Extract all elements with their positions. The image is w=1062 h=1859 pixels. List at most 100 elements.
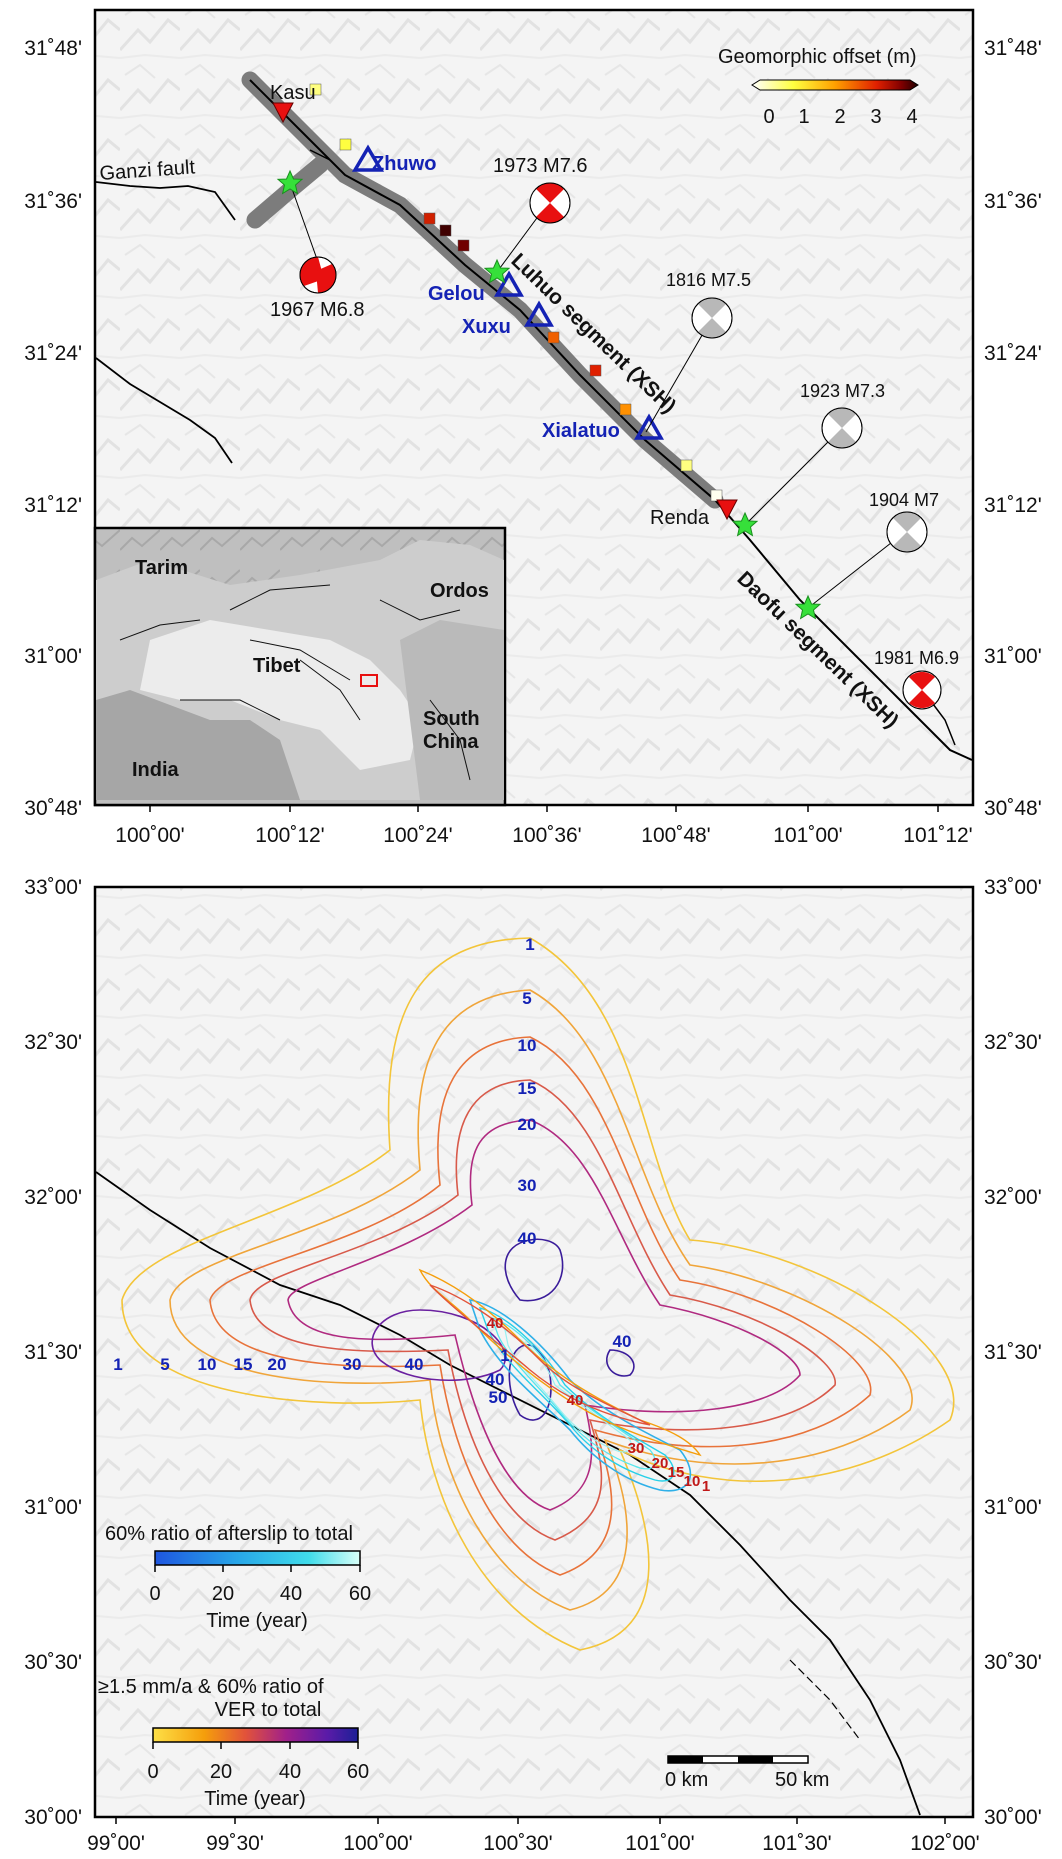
contour-label: 1 — [113, 1355, 122, 1374]
beachball-1816-icon — [691, 297, 733, 339]
near-field-contour — [429, 1284, 651, 1426]
offset-marker — [680, 459, 693, 472]
contour-label: 15 — [234, 1355, 253, 1374]
offset-marker — [710, 489, 723, 502]
station-xialatuo-label: Xialatuo — [542, 420, 620, 442]
inset-map: Tarim Ordos Tibet South China India — [93, 526, 507, 807]
top-map: Kasu Renda Ganzi fault Zhuwo Gelou Xuxu … — [24, 8, 1042, 847]
beachball-1923-icon — [821, 407, 863, 449]
ganzi-fault-line — [95, 181, 236, 221]
ver-tick-label: 0 — [147, 1761, 158, 1783]
ver-tick-label: 20 — [210, 1761, 232, 1783]
offset-tick-label: 4 — [906, 106, 917, 128]
offset-marker — [423, 212, 436, 225]
afterslip-tick-label: 60 — [349, 1583, 371, 1605]
place-kasu: Kasu — [270, 82, 316, 104]
contour-label: 5 — [522, 989, 531, 1008]
lon-tick-label: 101˚30' — [762, 1832, 831, 1854]
eq-1973-label: 1973 M7.6 — [493, 155, 588, 177]
contour-label: 15 — [668, 1464, 685, 1481]
lat-tick-label: 31˚12' — [24, 494, 82, 517]
contour-15 — [249, 1079, 836, 1541]
lon-tick-label: 101˚00' — [773, 824, 842, 847]
afterslip-contours — [468, 1298, 692, 1492]
contour-label: 5 — [160, 1355, 169, 1374]
afterslip-legend-title: 60% ratio of afterslip to total — [105, 1523, 353, 1545]
ver-tick-label: 60 — [347, 1761, 369, 1783]
ver-legend-xlabel: Time (year) — [204, 1788, 305, 1810]
lon-tick-label: 99˚30' — [206, 1832, 264, 1854]
offset-marker — [339, 138, 352, 151]
lat-tick-label: 30˚30' — [984, 1651, 1042, 1674]
ver-contours — [121, 937, 955, 1651]
station-gelou-icon — [493, 270, 525, 297]
ver-legend-title-2: VER to total — [215, 1699, 322, 1721]
lat-tick-label: 31˚00' — [24, 645, 82, 668]
contour-label: 10 — [518, 1036, 537, 1055]
place-renda: Renda — [650, 507, 710, 529]
offset-marker — [619, 403, 632, 416]
lon-tick-label: 102˚00' — [910, 1832, 979, 1854]
leader-1967 — [289, 182, 319, 263]
lat-tick-label: 33˚00' — [984, 876, 1042, 899]
contour-label: 50 — [489, 1388, 508, 1407]
station-xialatuo-icon — [633, 413, 665, 440]
inset-tibet: Tibet — [253, 655, 301, 677]
lat-tick-label: 31˚48' — [984, 37, 1042, 60]
contour-20 — [287, 1119, 801, 1511]
contour-label: 1 — [702, 1478, 710, 1495]
offset-marker — [547, 331, 560, 344]
lat-tick-label: 33˚00' — [24, 876, 82, 899]
offset-colorbar: Geomorphic offset (m) 0 1 2 3 4 — [718, 46, 919, 128]
offset-marker — [309, 83, 322, 96]
offset-marker — [439, 224, 452, 237]
contour-label: 1 — [525, 935, 534, 954]
lat-tick-label: 31˚00' — [24, 1496, 82, 1519]
contour-label: 20 — [652, 1455, 669, 1472]
beachball-1973-icon — [529, 182, 571, 224]
contour-label: 40 — [405, 1355, 424, 1374]
offset-tick-label: 1 — [798, 106, 809, 128]
lat-tick-label: 30˚00' — [24, 1806, 82, 1829]
contour-1 — [121, 937, 955, 1651]
leader-1923 — [744, 427, 843, 526]
lon-tick-label: 100˚12' — [255, 824, 324, 847]
inset-tarim: Tarim — [135, 557, 188, 579]
lat-tick-label: 30˚30' — [24, 1651, 82, 1674]
lat-tick-label: 32˚30' — [24, 1031, 82, 1054]
lat-tick-label: 32˚00' — [984, 1186, 1042, 1209]
contour-label: 30 — [518, 1176, 537, 1195]
scale-bar-right: 50 km — [775, 1769, 829, 1791]
contour-label: 40 — [486, 1370, 505, 1389]
rupture-ribbon-branch — [246, 156, 329, 229]
inset-study-area-icon — [360, 674, 378, 687]
contour-label: 30 — [628, 1440, 645, 1457]
offset-marker — [589, 364, 602, 377]
fault-line-splay — [309, 149, 331, 161]
lon-tick-label: 100˚36' — [512, 824, 581, 847]
bottom-map: 1 5 10 15 20 30 401510152030404040501404030201… — [24, 876, 1042, 1855]
lon-tick-label: 100˚00' — [343, 1832, 412, 1854]
lat-tick-label: 31˚24' — [984, 342, 1042, 365]
leader-1904 — [807, 531, 906, 609]
contour-label: 20 — [268, 1355, 287, 1374]
contour-40 — [504, 1238, 564, 1302]
lon-tick-label: 100˚48' — [641, 824, 710, 847]
station-zhuwo-label: Zhuwo — [372, 153, 436, 175]
fault-line-secondary — [789, 1659, 861, 1741]
inset-china: China — [423, 731, 479, 753]
lon-tick-label: 101˚00' — [625, 1832, 694, 1854]
lat-tick-label: 31˚36' — [984, 190, 1042, 213]
lat-tick-label: 30˚48' — [984, 797, 1042, 820]
contour-40-east — [606, 1349, 635, 1377]
afterslip-legend: 60% ratio of afterslip to total 0 20 40 60 … — [105, 1523, 371, 1632]
lat-tick-label: 31˚36' — [24, 190, 82, 213]
afterslip-legend-xlabel: Time (year) — [206, 1610, 307, 1632]
contour-label: 40 — [567, 1392, 584, 1409]
contour-label: 20 — [518, 1115, 537, 1134]
station-xuxu-label: Xuxu — [462, 316, 511, 338]
afterslip-tick-label: 0 — [149, 1583, 160, 1605]
contour-label: 40 — [613, 1332, 632, 1351]
contour-10 — [209, 1036, 872, 1576]
